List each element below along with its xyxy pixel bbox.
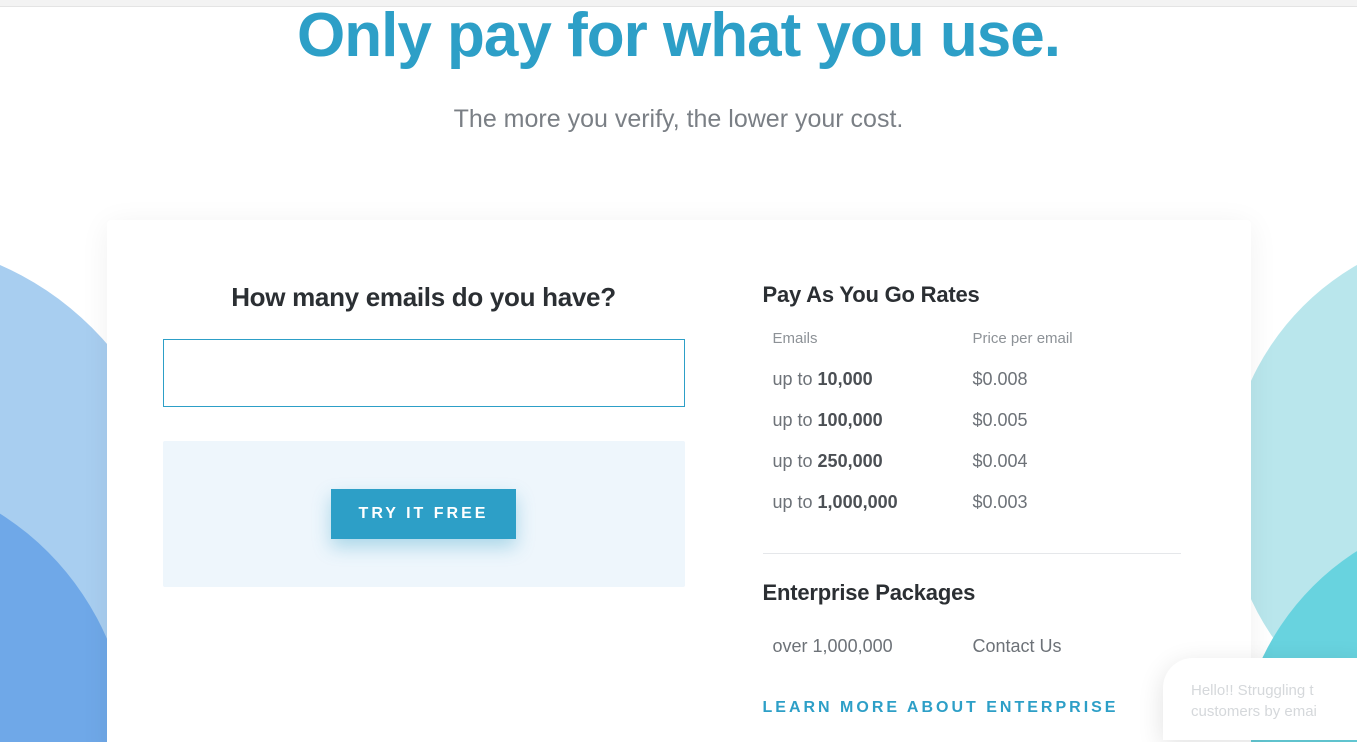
- rates-col-price: Price per email: [973, 330, 1171, 347]
- learn-more-link[interactable]: LEARN MORE ABOUT ENTERPRISE: [763, 699, 1119, 717]
- rates-row: up to 250,000 $0.004: [763, 441, 1181, 482]
- rates-row: up to 1,000,000 $0.003: [763, 482, 1181, 523]
- chat-line-1: Hello!! Struggling t: [1191, 680, 1349, 701]
- tier-price: $0.004: [973, 451, 1171, 472]
- tier-prefix: up to: [773, 410, 818, 430]
- tier-price: $0.005: [973, 410, 1171, 431]
- calculator-title: How many emails do you have?: [163, 282, 685, 313]
- tier-prefix: up to: [773, 492, 818, 512]
- rates-panel: Pay As You Go Rates Emails Price per ema…: [705, 282, 1181, 717]
- enterprise-prefix: over: [773, 636, 813, 656]
- chat-line-2: customers by emai: [1191, 701, 1349, 722]
- rates-table: Emails Price per email up to 10,000 $0.0…: [763, 324, 1181, 523]
- page-title: Only pay for what you use.: [0, 0, 1357, 71]
- tier-amount: 100,000: [818, 410, 883, 430]
- chat-widget[interactable]: Hello!! Struggling t customers by emai: [1163, 658, 1357, 740]
- enterprise-row: over 1,000,000 Contact Us: [763, 622, 1181, 665]
- enterprise-contact[interactable]: Contact Us: [973, 636, 1171, 657]
- rates-row: up to 100,000 $0.005: [763, 400, 1181, 441]
- rates-row: up to 10,000 $0.008: [763, 359, 1181, 400]
- calculator-panel: How many emails do you have? TRY IT FREE: [163, 282, 685, 717]
- tier-amount: 1,000,000: [818, 492, 898, 512]
- rates-title: Pay As You Go Rates: [763, 282, 1181, 308]
- rates-col-emails: Emails: [773, 330, 973, 347]
- enterprise-amount: 1,000,000: [813, 636, 893, 656]
- cta-panel: TRY IT FREE: [163, 441, 685, 587]
- tier-price: $0.003: [973, 492, 1171, 513]
- rates-header-row: Emails Price per email: [763, 324, 1181, 359]
- tier-prefix: up to: [773, 451, 818, 471]
- enterprise-title: Enterprise Packages: [763, 580, 1181, 606]
- tier-price: $0.008: [973, 369, 1171, 390]
- pricing-card: How many emails do you have? TRY IT FREE…: [107, 220, 1251, 742]
- email-count-input[interactable]: [163, 339, 685, 407]
- tier-prefix: up to: [773, 369, 818, 389]
- try-free-button[interactable]: TRY IT FREE: [331, 489, 517, 539]
- divider: [763, 553, 1181, 554]
- tier-amount: 250,000: [818, 451, 883, 471]
- page-subtitle: The more you verify, the lower your cost…: [0, 105, 1357, 134]
- tier-amount: 10,000: [818, 369, 873, 389]
